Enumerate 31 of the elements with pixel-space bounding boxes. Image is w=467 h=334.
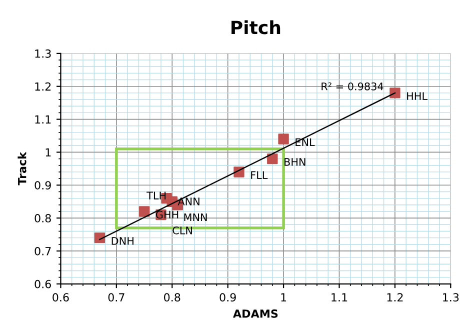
y-tick-label: 1.1 xyxy=(35,115,51,124)
data-label: MNN xyxy=(184,213,207,222)
y-tick-label: 0.9 xyxy=(34,181,51,190)
x-tick-label: 1 xyxy=(281,293,286,302)
point xyxy=(138,206,150,217)
data-label: DNH xyxy=(112,237,134,245)
annotation: R² = 0.9834 xyxy=(322,82,384,90)
y-tick-label: 0.7 xyxy=(34,246,51,256)
y-tick-label: 1.2 xyxy=(35,82,51,91)
y-tick-label: 1 xyxy=(46,148,51,156)
y-tick-label: 1.3 xyxy=(35,49,51,58)
data-label: GHH xyxy=(156,210,178,219)
x-tick-label: 0.9 xyxy=(220,293,236,302)
x-tick-label: 0.7 xyxy=(108,293,124,302)
data-label: FLL xyxy=(251,171,268,179)
y-tick-label: 0.6 xyxy=(34,280,51,288)
data-label: HHL xyxy=(407,92,428,100)
data-label: ENL xyxy=(296,138,315,146)
chart-title: Pitch xyxy=(232,20,280,34)
x-tick-label: 0.8 xyxy=(164,293,180,302)
y-tick-label: 0.8 xyxy=(34,214,51,222)
point xyxy=(390,88,400,98)
x-tick-label: 1.3 xyxy=(443,293,459,302)
point xyxy=(278,134,289,144)
y-axis-title: Track xyxy=(18,152,26,186)
x-tick-label: 0.6 xyxy=(52,293,69,302)
point xyxy=(94,232,106,244)
point xyxy=(267,153,278,164)
x-axis-title: ADAMS xyxy=(232,309,278,318)
x-tick-label: 1.2 xyxy=(387,293,403,302)
x-tick-label: 1.1 xyxy=(332,293,348,302)
